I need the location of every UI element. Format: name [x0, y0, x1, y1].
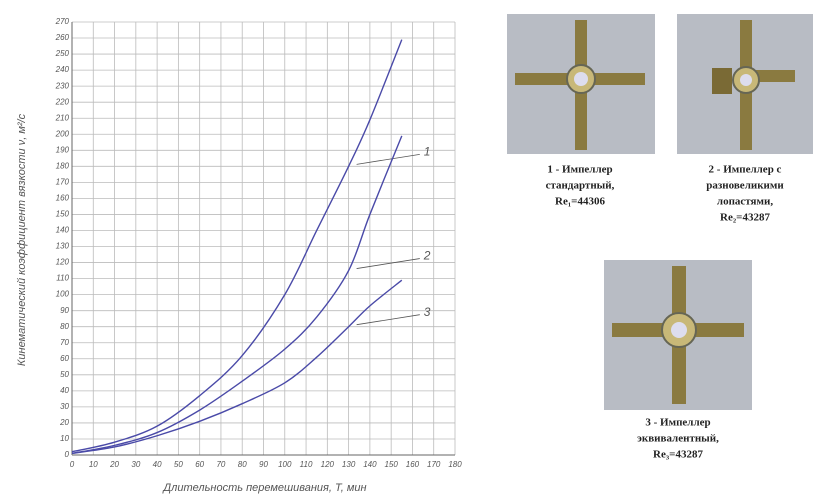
y-tick-label: 250: [55, 49, 70, 58]
leader: [356, 153, 420, 165]
y-tick-label: 60: [60, 354, 69, 363]
y-axis-title: Кинематический коэффициент вязкости ν, м…: [16, 113, 28, 366]
y-tick-label: 160: [56, 194, 70, 203]
y-tick-label: 20: [59, 418, 69, 427]
y-tick-label: 190: [56, 145, 70, 154]
series-label: 3: [424, 305, 431, 319]
photo-caption: стандартный,: [546, 180, 615, 192]
leader: [356, 314, 420, 326]
x-tick-label: 70: [216, 460, 225, 469]
x-tick-label: 160: [406, 460, 420, 469]
photo-3: [604, 260, 752, 410]
y-tick-label: 210: [55, 113, 70, 122]
photo-caption: 2 - Импеллер с: [709, 164, 782, 176]
x-tick-label: 20: [109, 460, 119, 469]
y-tick-label: 230: [55, 81, 70, 90]
x-tick-label: 50: [174, 460, 183, 469]
photo-caption: разновеликими: [706, 180, 784, 192]
series-line: [71, 39, 403, 453]
y-tick-label: 0: [65, 450, 70, 459]
y-tick-label: 110: [56, 274, 69, 283]
x-tick-label: 170: [427, 460, 441, 469]
leader: [356, 258, 420, 269]
y-tick-label: 200: [55, 129, 70, 138]
y-tick-label: 10: [60, 434, 69, 443]
photo-caption: лопастями,: [717, 196, 773, 208]
x-tick-label: 130: [342, 460, 356, 469]
y-tick-label: 130: [56, 242, 70, 251]
y-tick-label: 140: [56, 226, 70, 235]
y-tick-label: 220: [55, 97, 70, 106]
y-tick-label: 40: [60, 386, 69, 395]
y-tick-label: 170: [56, 177, 70, 186]
x-tick-label: 0: [70, 460, 75, 469]
y-tick-label: 260: [55, 33, 70, 42]
y-tick-label: 30: [60, 402, 69, 411]
x-tick-label: 180: [448, 460, 462, 469]
x-tick-label: 110: [300, 460, 313, 469]
x-tick-label: 100: [278, 460, 292, 469]
x-tick-label: 80: [238, 460, 247, 469]
series-label: 2: [423, 249, 431, 263]
x-tick-label: 60: [195, 460, 204, 469]
photo-caption: 3 - Импеллер: [645, 417, 710, 429]
y-tick-label: 180: [56, 161, 70, 170]
photo-caption: Re₁=44306: [555, 196, 605, 208]
x-tick-label: 120: [321, 460, 335, 469]
photo-2: [677, 14, 813, 154]
photo-caption: 1 - Импеллер: [547, 164, 612, 176]
y-tick-label: 240: [55, 65, 70, 74]
x-tick-label: 10: [89, 460, 98, 469]
y-tick-label: 100: [56, 290, 70, 299]
y-tick-label: 270: [55, 17, 70, 26]
series-label: 1: [424, 145, 431, 159]
y-tick-label: 90: [60, 306, 69, 315]
y-tick-label: 150: [56, 210, 70, 219]
y-tick-label: 70: [60, 338, 69, 347]
photo-caption: Re₂=43287: [720, 212, 770, 224]
series-line: [71, 279, 403, 455]
series-line: [71, 135, 403, 455]
photo-caption: Re₃=43287: [653, 449, 703, 461]
x-tick-label: 30: [131, 460, 140, 469]
x-tick-label: 90: [259, 460, 268, 469]
photo-1: [507, 14, 655, 154]
x-tick-label: 150: [384, 460, 398, 469]
y-tick-label: 80: [60, 322, 69, 331]
y-tick-label: 50: [60, 370, 69, 379]
y-tick-label: 120: [56, 258, 70, 267]
photo-caption: эквивалентный,: [637, 433, 719, 445]
x-tick-label: 140: [363, 460, 377, 469]
x-axis-title: Длительность перемешивания, T, мин: [161, 482, 366, 494]
x-tick-label: 40: [153, 460, 162, 469]
